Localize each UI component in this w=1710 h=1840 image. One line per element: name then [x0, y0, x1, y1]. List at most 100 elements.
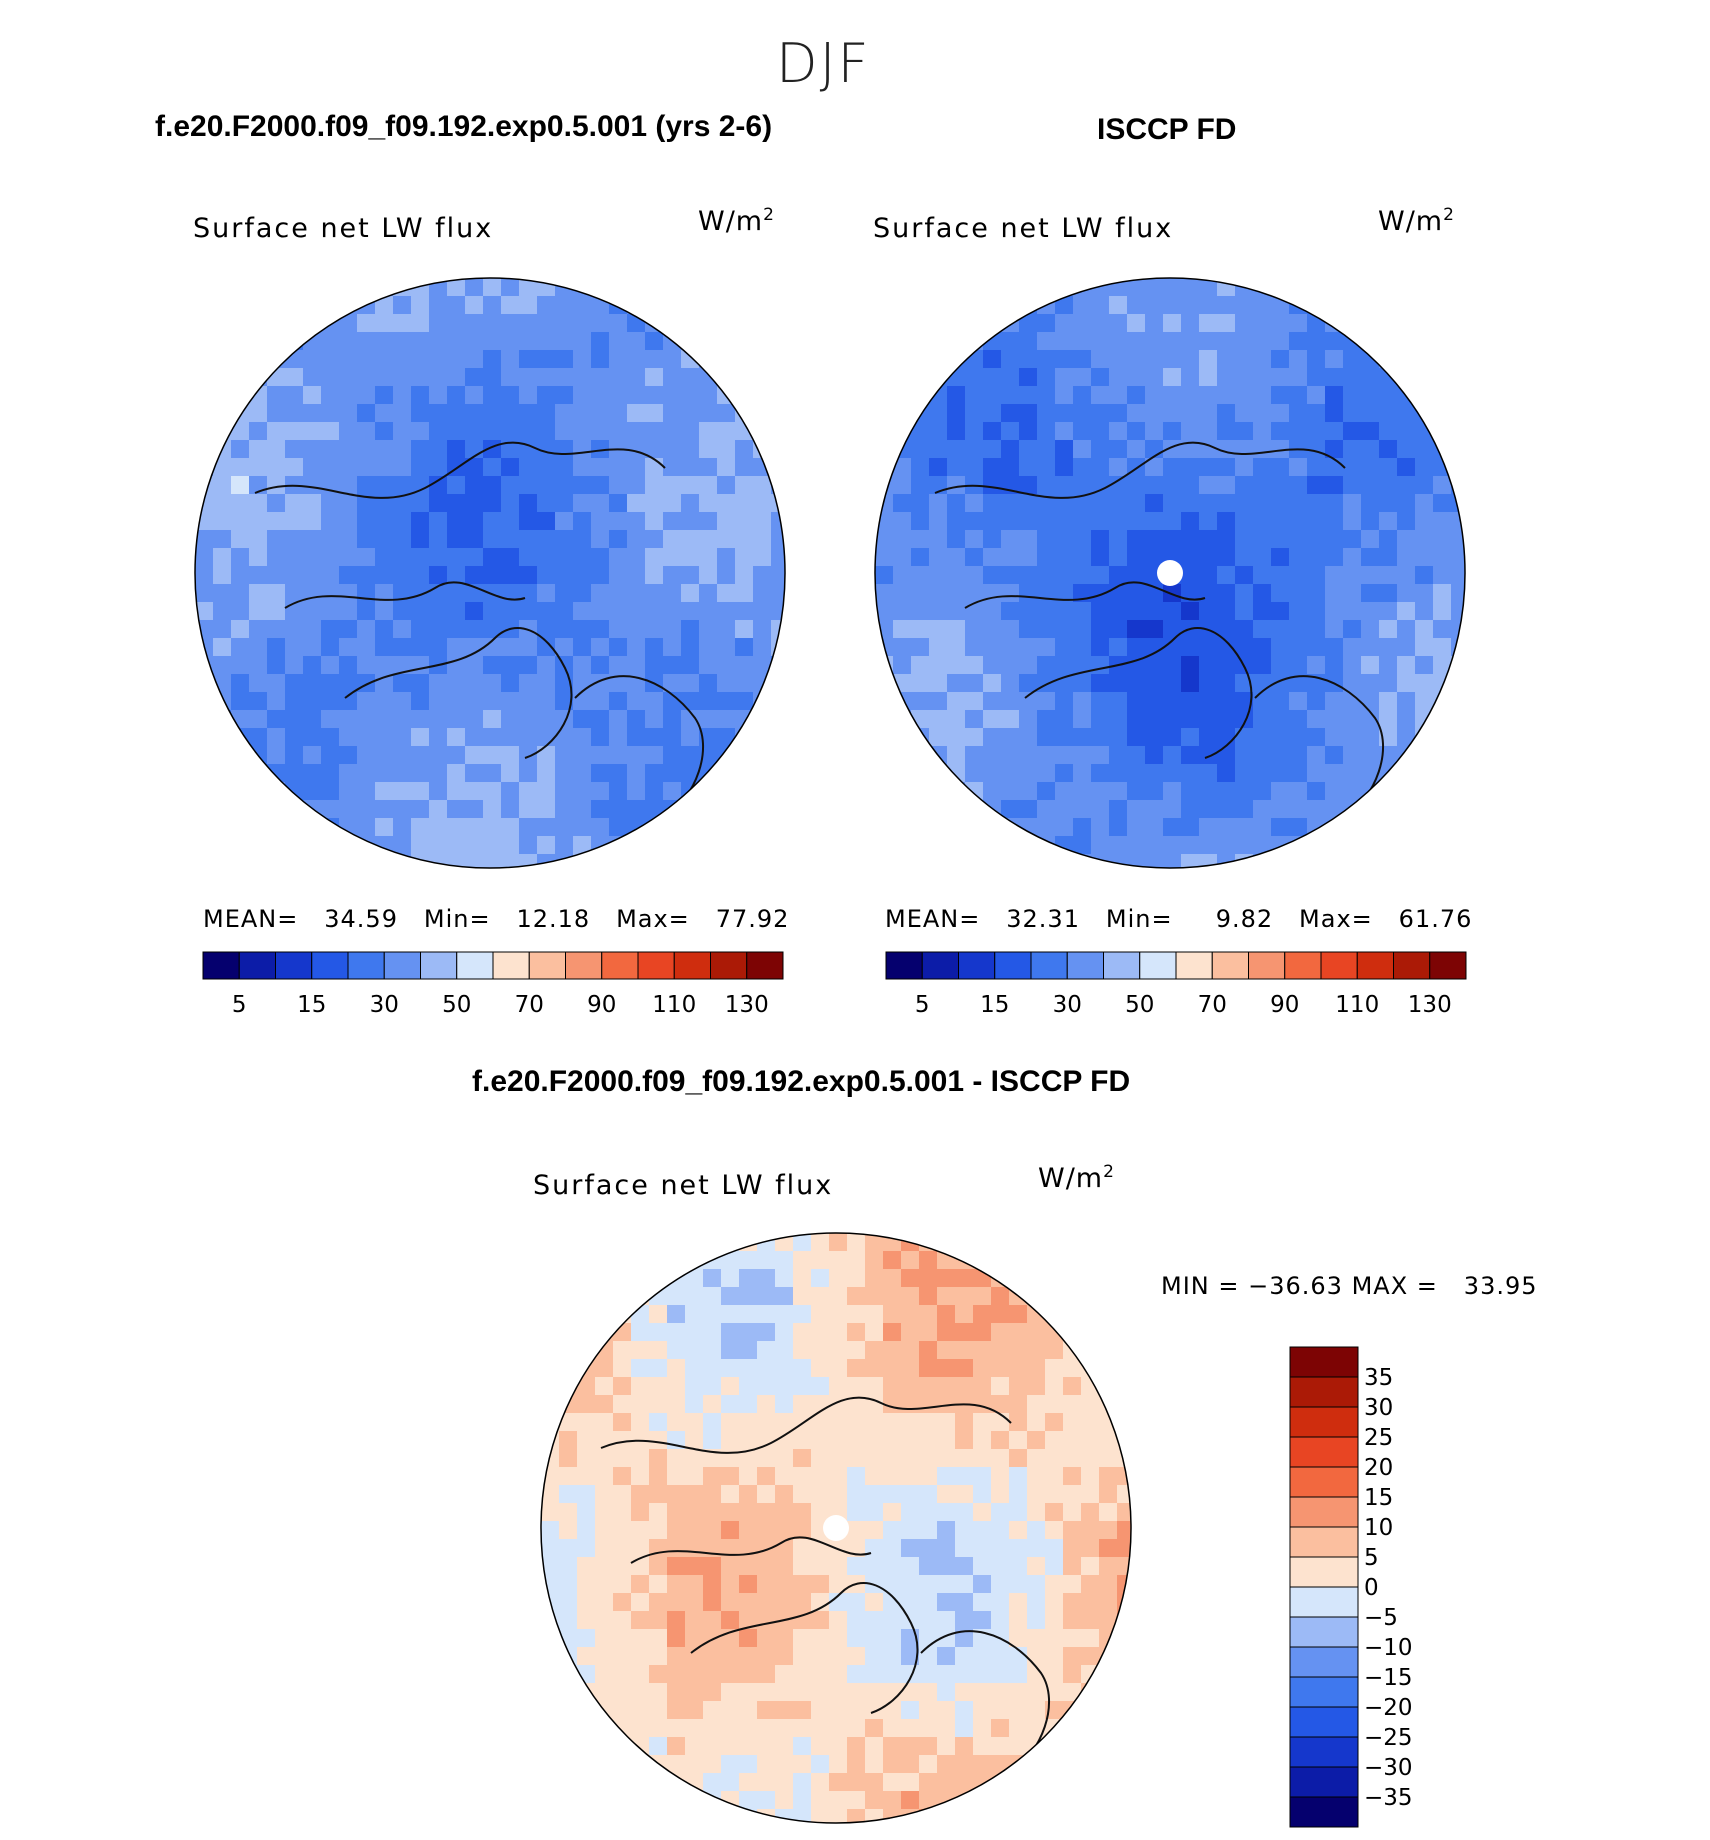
- field-cell: [1343, 530, 1362, 549]
- field-cell: [865, 1701, 884, 1720]
- field-cell: [1019, 404, 1038, 423]
- field-cell: [991, 1323, 1010, 1342]
- field-cell: [847, 1305, 866, 1324]
- model-unit-label: W/m2: [698, 205, 775, 237]
- field-cell: [213, 404, 232, 423]
- field-cell: [663, 764, 682, 783]
- field-cell: [1001, 620, 1020, 639]
- field-cell: [771, 404, 785, 423]
- field-cell: [1379, 368, 1398, 387]
- field-cell: [447, 386, 466, 405]
- field-cell: [267, 440, 286, 459]
- field-cell: [699, 512, 718, 531]
- field-cell: [973, 1701, 992, 1720]
- field-cell: [1099, 1305, 1118, 1324]
- field-cell: [1253, 854, 1272, 868]
- field-cell: [965, 458, 984, 477]
- field-cell: [955, 1359, 974, 1378]
- field-cell: [685, 1809, 704, 1823]
- field-cell: [375, 818, 394, 837]
- field-cell: [681, 548, 700, 567]
- field-cell: [631, 1593, 650, 1612]
- field-cell: [519, 332, 538, 351]
- field-cell: [483, 314, 502, 333]
- field-cell: [991, 1377, 1010, 1396]
- field-cell: [595, 1737, 614, 1756]
- field-cell: [213, 350, 232, 369]
- field-cell: [303, 620, 322, 639]
- field-cell: [1181, 782, 1200, 801]
- field-cell: [447, 764, 466, 783]
- field-cell: [699, 404, 718, 423]
- field-cell: [1091, 656, 1110, 675]
- field-cell: [847, 1683, 866, 1702]
- field-cell: [901, 1791, 920, 1810]
- field-cell: [1045, 1629, 1064, 1648]
- field-cell: [303, 368, 322, 387]
- field-cell: [1091, 818, 1110, 837]
- field-cell: [1433, 764, 1452, 783]
- field-cell: [1307, 836, 1326, 855]
- field-cell: [1343, 314, 1362, 333]
- field-cell: [793, 1503, 812, 1522]
- field-cell: [537, 350, 556, 369]
- field-cell: [947, 458, 966, 477]
- field-cell: [929, 692, 948, 711]
- field-cell: [609, 638, 628, 657]
- field-cell: [775, 1413, 794, 1432]
- field-cell: [537, 296, 556, 315]
- field-cell: [393, 440, 412, 459]
- field-cell: [393, 332, 412, 351]
- field-cell: [1081, 1269, 1100, 1288]
- field-cell: [267, 638, 286, 657]
- field-cell: [541, 1395, 560, 1414]
- field-cell: [429, 746, 448, 765]
- field-cell: [595, 1683, 614, 1702]
- field-cell: [1001, 314, 1020, 333]
- field-cell: [1055, 818, 1074, 837]
- field-cell: [1127, 386, 1146, 405]
- field-cell: [1433, 530, 1452, 549]
- field-cell: [1081, 1485, 1100, 1504]
- field-cell: [447, 422, 466, 441]
- field-cell: [483, 674, 502, 693]
- field-cell: [965, 386, 984, 405]
- field-cell: [1217, 746, 1236, 765]
- field-cell: [703, 1413, 722, 1432]
- field-cell: [865, 1809, 884, 1823]
- field-cell: [1063, 1737, 1082, 1756]
- field-cell: [685, 1611, 704, 1630]
- field-cell: [685, 1413, 704, 1432]
- field-cell: [1109, 764, 1128, 783]
- field-cell: [357, 764, 376, 783]
- field-cell: [1091, 728, 1110, 747]
- field-cell: [667, 1809, 686, 1823]
- field-cell: [1325, 602, 1344, 621]
- field-cell: [1091, 710, 1110, 729]
- field-cell: [631, 1395, 650, 1414]
- field-cell: [537, 836, 556, 855]
- field-cell: [1181, 800, 1200, 819]
- field-cell: [1289, 314, 1308, 333]
- field-cell: [1127, 494, 1146, 513]
- field-cell: [1361, 512, 1380, 531]
- field-cell: [793, 1377, 812, 1396]
- field-cell: [267, 854, 286, 868]
- field-cell: [685, 1377, 704, 1396]
- field-cell: [465, 638, 484, 657]
- field-cell: [645, 854, 664, 868]
- field-cell: [357, 800, 376, 819]
- field-cell: [911, 656, 930, 675]
- field-cell: [1027, 1395, 1046, 1414]
- field-cell: [757, 1539, 776, 1558]
- field-cell: [847, 1269, 866, 1288]
- obs-unit-label: W/m2: [1378, 205, 1455, 237]
- field-cell: [429, 710, 448, 729]
- field-cell: [1109, 440, 1128, 459]
- field-cell: [739, 1719, 758, 1738]
- field-cell: [983, 602, 1002, 621]
- field-cell: [1433, 314, 1452, 333]
- field-cell: [1415, 764, 1434, 783]
- field-cell: [1027, 1485, 1046, 1504]
- field-cell: [1181, 710, 1200, 729]
